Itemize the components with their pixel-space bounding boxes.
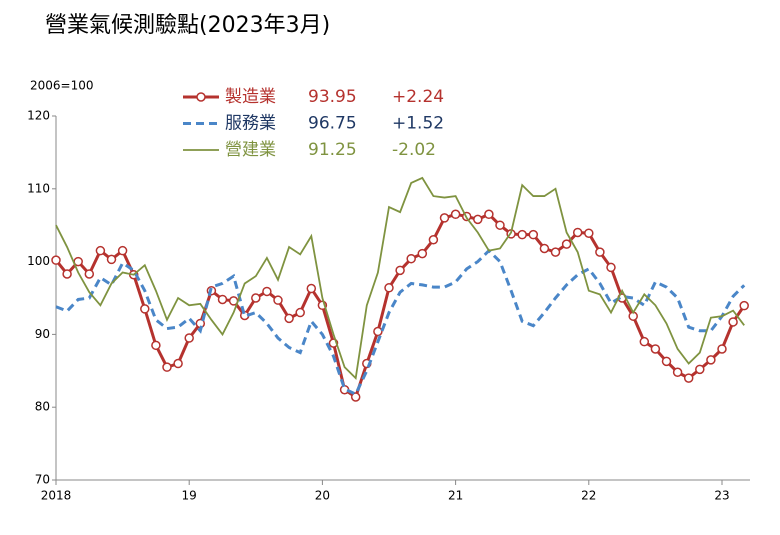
point — [62, 269, 72, 279]
point — [184, 333, 194, 343]
point — [306, 283, 317, 294]
legend-marker — [196, 92, 206, 102]
series-line — [54, 212, 746, 400]
point — [595, 247, 605, 257]
point — [106, 254, 117, 265]
point — [140, 304, 150, 314]
point — [739, 300, 749, 311]
legend-label: 營建業 — [225, 140, 276, 160]
x-tick-label: 21 — [448, 489, 463, 503]
legend-value: 96.75 — [308, 114, 357, 134]
x-tick-label: 22 — [581, 489, 596, 503]
point — [717, 344, 727, 354]
point — [606, 262, 616, 273]
point — [162, 362, 172, 372]
point — [428, 235, 439, 245]
point — [495, 220, 505, 230]
point — [672, 367, 683, 378]
y-tick-label: 110 — [27, 181, 50, 195]
point — [550, 247, 561, 257]
x-tick-label: 20 — [315, 489, 330, 503]
point — [51, 255, 61, 265]
point — [173, 358, 183, 369]
point — [217, 294, 228, 305]
point — [384, 283, 394, 293]
point — [439, 213, 450, 223]
point — [561, 239, 572, 249]
point — [95, 245, 106, 256]
legend-change: -2.02 — [392, 140, 436, 160]
y-tick-label: 70 — [35, 473, 50, 487]
point — [528, 229, 539, 240]
series-line — [55, 248, 746, 397]
point — [539, 243, 550, 254]
x-tick-label: 23 — [714, 489, 729, 503]
x-tick-label: 19 — [182, 489, 197, 503]
legend-label: 服務業 — [225, 114, 276, 134]
point — [284, 313, 294, 324]
point — [350, 392, 361, 402]
point — [695, 364, 705, 375]
point — [251, 293, 261, 303]
point — [262, 286, 272, 297]
y-tick-label: 120 — [27, 109, 50, 123]
point — [484, 209, 494, 220]
point — [84, 269, 95, 279]
point — [395, 265, 405, 276]
point — [661, 356, 672, 367]
point — [273, 295, 283, 305]
point — [373, 326, 383, 337]
legend-change: +2.24 — [392, 87, 444, 107]
point — [117, 245, 128, 256]
point — [572, 227, 583, 238]
point — [683, 373, 694, 383]
legend-label: 製造業 — [225, 87, 276, 107]
y-tick-label: 80 — [35, 400, 50, 414]
chart-title: 營業氣候測驗點(2023年3月) — [45, 13, 330, 38]
point — [650, 344, 661, 354]
point — [639, 336, 650, 347]
legend-change: +1.52 — [392, 114, 444, 134]
point — [450, 209, 461, 220]
point — [406, 253, 416, 264]
point — [584, 228, 594, 238]
series-line — [55, 176, 745, 380]
y-axis-label: 2006=100 — [30, 79, 94, 93]
point — [151, 340, 161, 351]
point — [706, 355, 716, 365]
legend-value: 93.95 — [308, 87, 357, 107]
point — [473, 214, 483, 225]
point — [728, 317, 738, 327]
point — [417, 248, 428, 259]
point — [295, 307, 305, 318]
point — [517, 229, 527, 240]
y-tick-label: 100 — [27, 254, 50, 268]
y-tick-label: 90 — [35, 327, 50, 341]
x-tick-label: 2018 — [41, 489, 72, 503]
legend-value: 91.25 — [308, 140, 357, 160]
